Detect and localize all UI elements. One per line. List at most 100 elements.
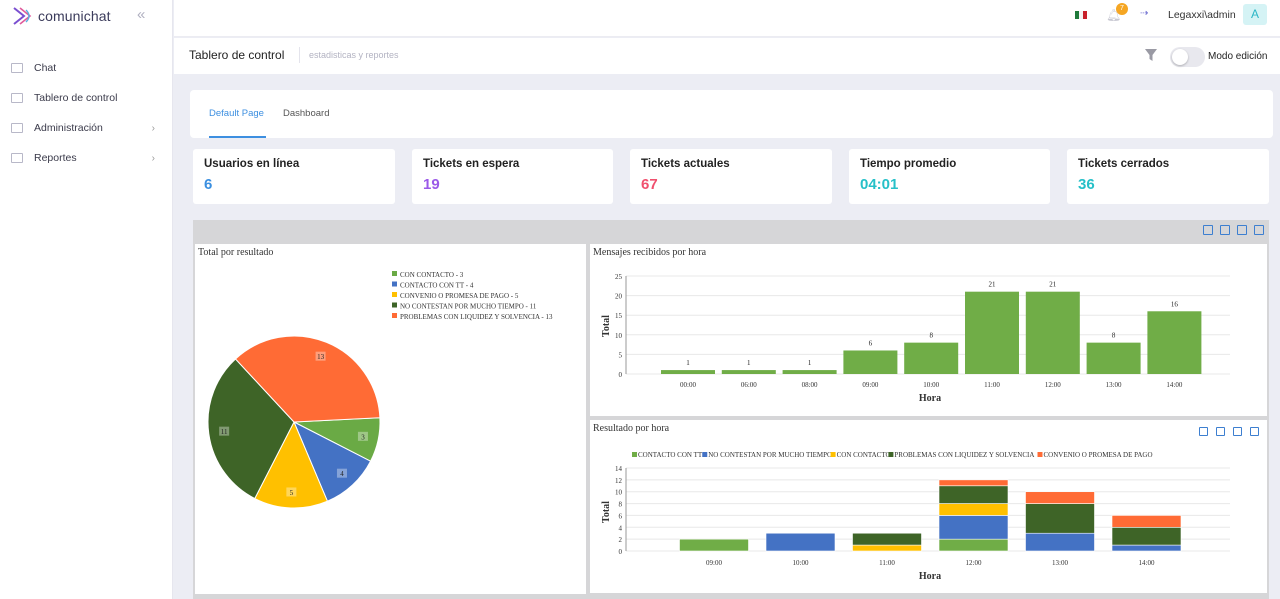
export-icon[interactable]: [1250, 427, 1259, 436]
bar-value-label: 21: [989, 281, 997, 289]
bar[interactable]: [782, 370, 837, 374]
legend-swatch: [830, 452, 836, 457]
y-tick-label: 10: [615, 332, 623, 340]
export-icon[interactable]: [1254, 225, 1264, 235]
stacked-bar-segment[interactable]: [765, 532, 836, 552]
y-tick-label: 20: [615, 293, 623, 301]
stacked-bar-segment[interactable]: [938, 485, 1009, 504]
bar[interactable]: [965, 291, 1019, 374]
pie-chart: CON CONTACTO - 3 CONTACTO CON TT - 4 CONVE…: [207, 271, 553, 509]
stat-card-cerrados: Tickets cerrados 36: [1067, 149, 1269, 204]
collapse-sidebar-icon[interactable]: «: [137, 6, 146, 23]
stacked-bar-segment[interactable]: [1025, 503, 1095, 534]
stacked-bar-segment[interactable]: [1111, 544, 1182, 552]
stacked-bar-segment[interactable]: [1111, 526, 1182, 546]
sort-icon[interactable]: [1199, 427, 1208, 436]
switch-icon[interactable]: ⇢: [1140, 8, 1149, 19]
stat-card-promedio: Tiempo promedio 04:01: [849, 149, 1050, 204]
stacked-bar-segment[interactable]: [852, 544, 922, 552]
legend-swatch: [392, 302, 397, 308]
y-axis-label: Total: [601, 501, 612, 523]
stacked-bar-segment[interactable]: [679, 538, 749, 552]
bar[interactable]: [1025, 291, 1080, 374]
x-tick-label: 13:00: [1052, 559, 1068, 567]
legend-label: NO CONTESTAN POR MUCHO TIEMPO - 11: [400, 303, 537, 311]
slice-label-bg: [286, 487, 297, 497]
logo[interactable]: comunichat: [12, 6, 111, 26]
bar[interactable]: [1147, 311, 1202, 374]
sidebar-item-reportes[interactable]: Reportes ›: [0, 143, 173, 173]
page-title: Tablero de control: [189, 48, 285, 62]
stacked-bar-segment[interactable]: [938, 503, 1009, 516]
x-tick-label: 13:00: [1106, 381, 1122, 389]
slice-label-bg: [315, 351, 326, 361]
tab-default-page[interactable]: Default Page: [209, 108, 264, 119]
reports-icon: [11, 153, 23, 163]
avatar[interactable]: A: [1243, 4, 1267, 25]
bar[interactable]: [843, 350, 898, 374]
stacked-bar-segment[interactable]: [852, 532, 922, 546]
stacked-bar-segment[interactable]: [1111, 515, 1182, 528]
sidebar-item-administracion[interactable]: Administración ›: [0, 113, 173, 143]
stacked-bar-segment[interactable]: [938, 479, 1009, 487]
stat-value: 36: [1078, 176, 1095, 193]
x-tick-label: 14:00: [1166, 381, 1182, 389]
bar[interactable]: [721, 370, 776, 374]
bar-value-label: 8: [1112, 332, 1116, 340]
sidebar: comunichat « Chat Tablero de control Adm…: [0, 0, 173, 599]
bar[interactable]: [904, 342, 959, 374]
x-tick-label: 09:00: [862, 381, 878, 389]
legend-label: CONTACTO CON TT: [638, 451, 703, 459]
bar-chart: 0 5 10 15 20 25 1 00:00 1 06:00 1 08:00 6 09:00 8 10:00…: [601, 273, 1230, 404]
pie-slice[interactable]: [234, 335, 381, 423]
slice-label: 3: [361, 433, 365, 441]
edit-icon[interactable]: [1237, 225, 1247, 235]
mexico-flag-icon[interactable]: [1075, 11, 1087, 19]
stat-value: 6: [204, 176, 213, 193]
sidebar-item-label: Tablero de control: [34, 92, 118, 104]
pie-chart-panel: Total por resultado CON CONTACTO - 3 CONT…: [195, 244, 586, 594]
chart-title: Total por resultado: [198, 247, 274, 258]
username[interactable]: Legaxxi\admin: [1168, 9, 1236, 21]
pie-slice[interactable]: [254, 420, 329, 509]
sidebar-nav: Chat Tablero de control Administración ›…: [0, 53, 173, 173]
legend-label: PROBLEMAS CON LIQUIDEZ Y SOLVENCIA - 13: [400, 313, 553, 321]
slice-label-bg: [336, 468, 347, 478]
chart-title: Mensajes recibidos por hora: [593, 247, 707, 258]
x-tick-label: 09:00: [706, 559, 722, 567]
y-tick-label: 12: [615, 477, 623, 485]
y-tick-label: 4: [619, 524, 623, 532]
filter-icon[interactable]: [1145, 48, 1157, 62]
sidebar-item-chat[interactable]: Chat: [0, 53, 173, 83]
sidebar-item-tablero[interactable]: Tablero de control: [0, 83, 173, 113]
stacked-bar-segment[interactable]: [1025, 532, 1095, 552]
legend-label: CONVENIO O PROMESA DE PAGO - 5: [400, 292, 519, 300]
legend-swatch: [702, 452, 708, 457]
stacked-bar-segment[interactable]: [938, 515, 1009, 540]
edit-mode-label: Modo edición: [1208, 51, 1268, 62]
x-tick-label: 11:00: [984, 381, 1000, 389]
stacked-bar-segment[interactable]: [938, 538, 1009, 552]
bar-value-label: 1: [747, 359, 751, 367]
bar-chart-panel: Mensajes recibidos por hora 0 5 10 15 20 25 1 0…: [590, 244, 1267, 416]
x-tick-label: 10:00: [923, 381, 939, 389]
y-axis-label: Total: [601, 315, 612, 337]
comment-icon[interactable]: [1233, 427, 1242, 436]
y-tick-label: 2: [619, 536, 623, 544]
open-folder-icon[interactable]: [1220, 225, 1230, 235]
bar[interactable]: [1086, 342, 1141, 374]
legend-swatch: [632, 452, 637, 457]
pie-slice[interactable]: [207, 358, 295, 500]
refresh-icon[interactable]: [1203, 225, 1213, 235]
chevron-right-icon: ›: [151, 122, 155, 134]
bar[interactable]: [661, 370, 715, 374]
bar-value-label: 21: [1049, 281, 1057, 289]
dashboard-icon: [11, 93, 23, 103]
stat-card-usuarios: Usuarios en línea 6: [193, 149, 395, 204]
tab-dashboard[interactable]: Dashboard: [283, 108, 330, 119]
stacked-bar-segment[interactable]: [1025, 491, 1095, 504]
legend-swatch: [392, 313, 397, 318]
legend-swatch: [888, 452, 894, 457]
edit-icon[interactable]: [1216, 427, 1225, 436]
edit-mode-toggle[interactable]: [1170, 47, 1205, 67]
